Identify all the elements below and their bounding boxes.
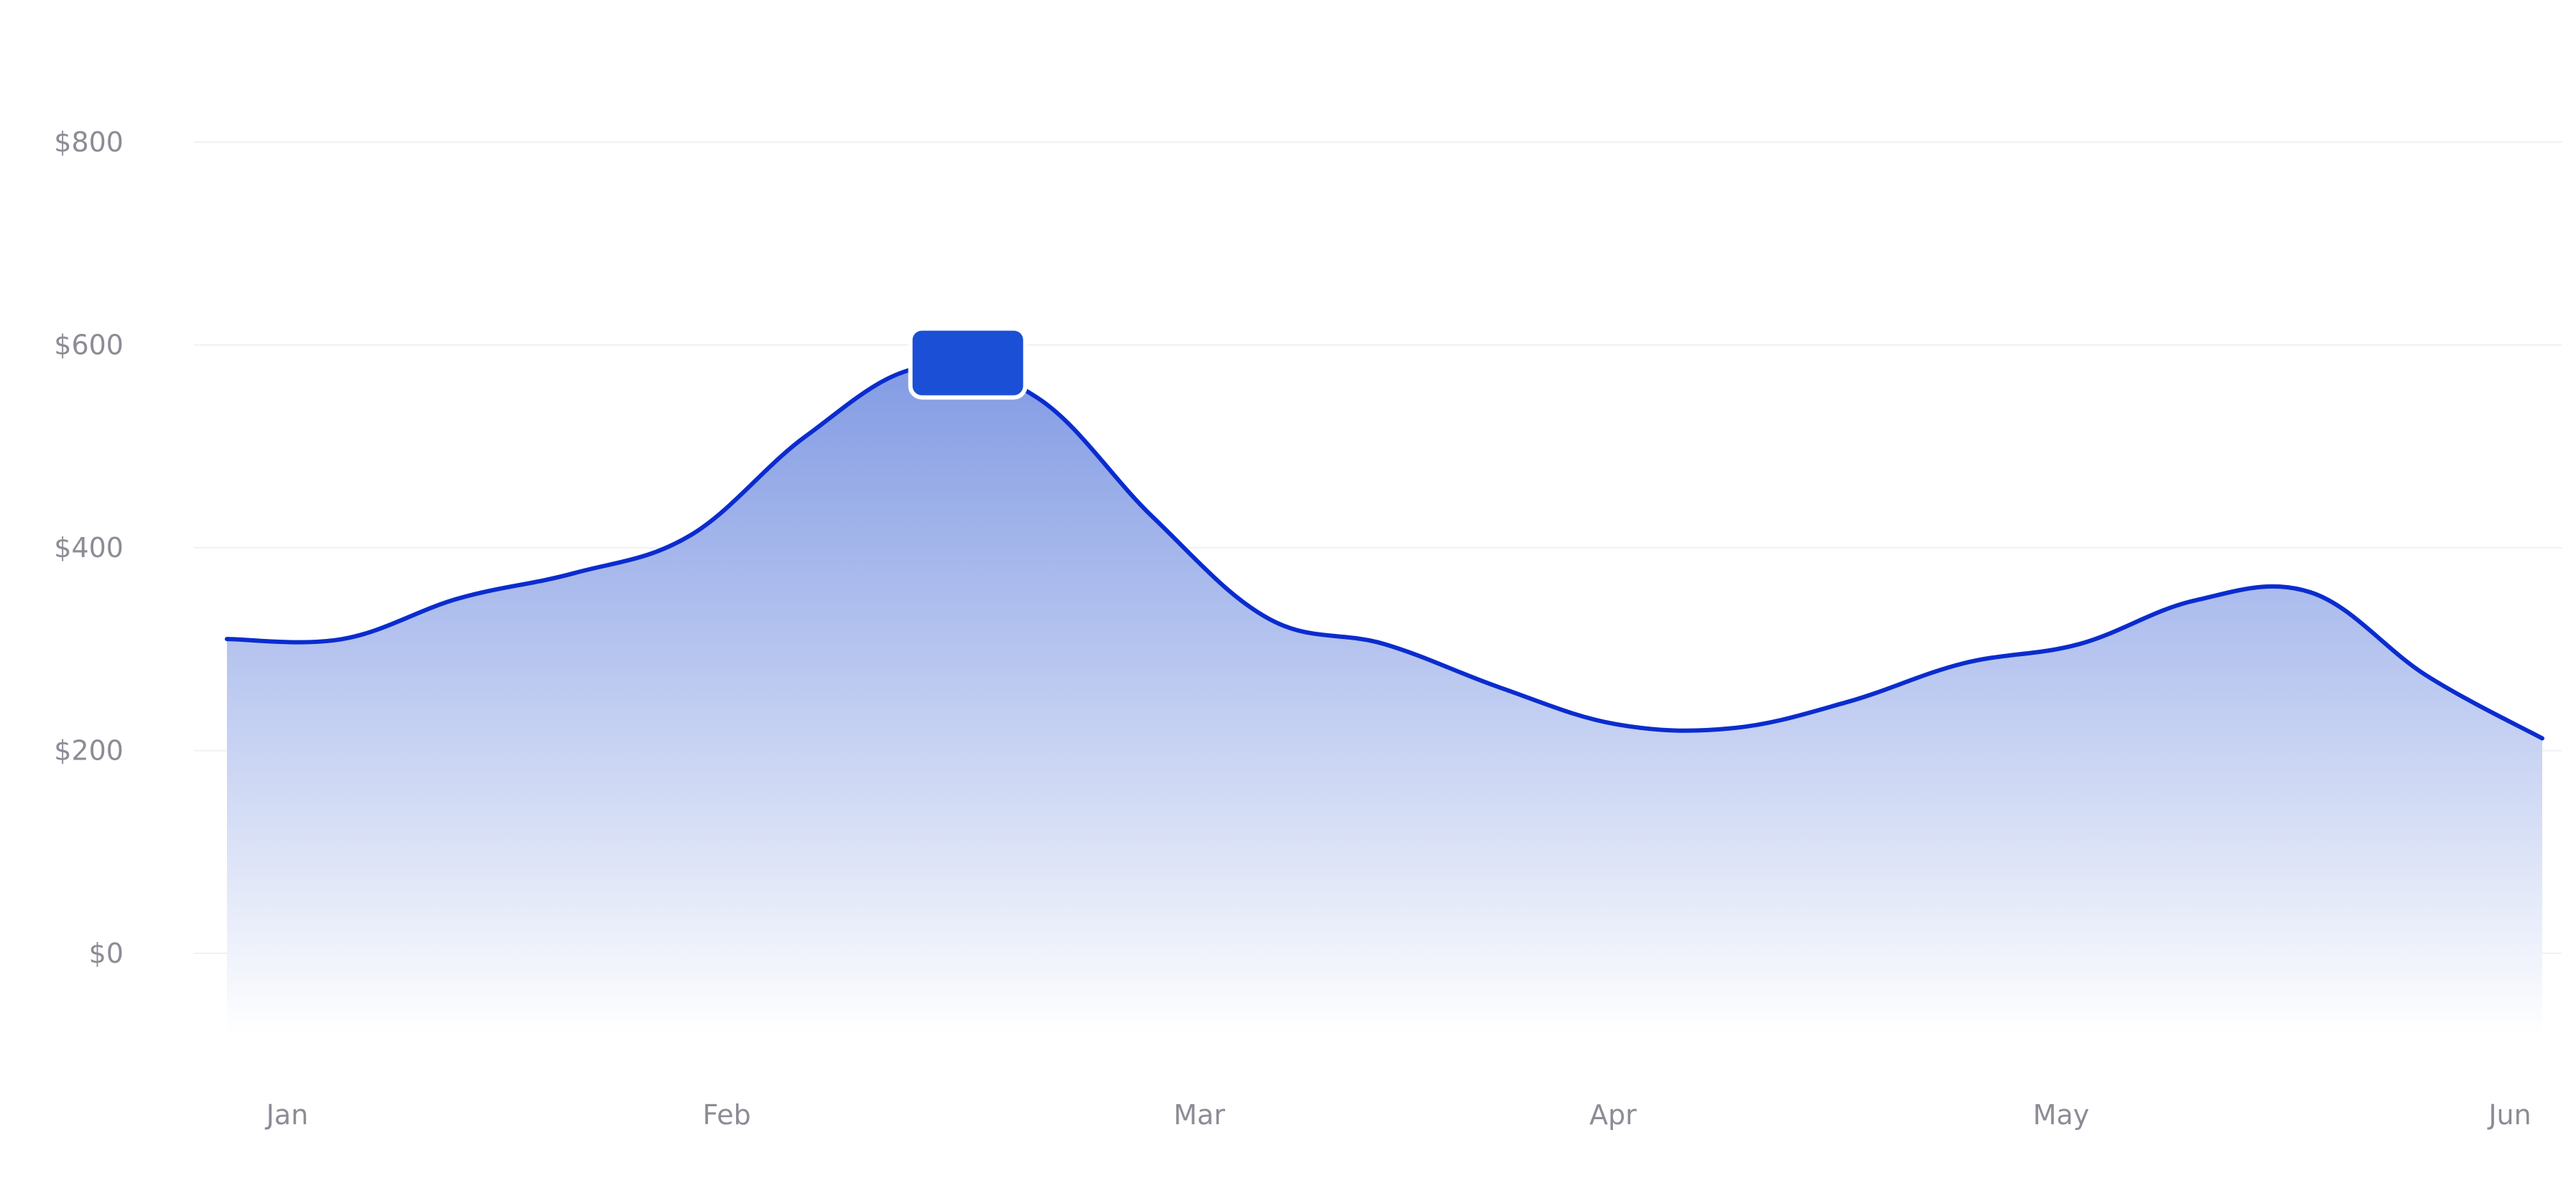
y-tick-label: $600	[54, 330, 124, 361]
y-tick-label: $0	[89, 938, 124, 969]
x-axis: Jan Feb Mar Apr May Jun	[265, 1099, 2531, 1131]
highlight-marker[interactable]	[908, 326, 1028, 400]
y-tick-label: $400	[54, 532, 124, 564]
y-tick-label: $800	[54, 126, 124, 158]
series-area	[227, 365, 2542, 1034]
x-tick-label: Feb	[702, 1099, 750, 1131]
x-tick-label: Jan	[265, 1099, 309, 1131]
y-axis: $0 $200 $400 $600 $800	[54, 126, 124, 969]
series-layer	[225, 363, 2544, 1034]
x-tick-label: Apr	[1589, 1099, 1637, 1131]
marker-layer	[908, 326, 1028, 400]
y-tick-label: $200	[54, 735, 124, 767]
x-tick-label: Mar	[1173, 1099, 1225, 1131]
x-tick-label: Jun	[2487, 1099, 2531, 1131]
series-line	[225, 363, 2544, 741]
x-tick-label: May	[2033, 1099, 2090, 1131]
